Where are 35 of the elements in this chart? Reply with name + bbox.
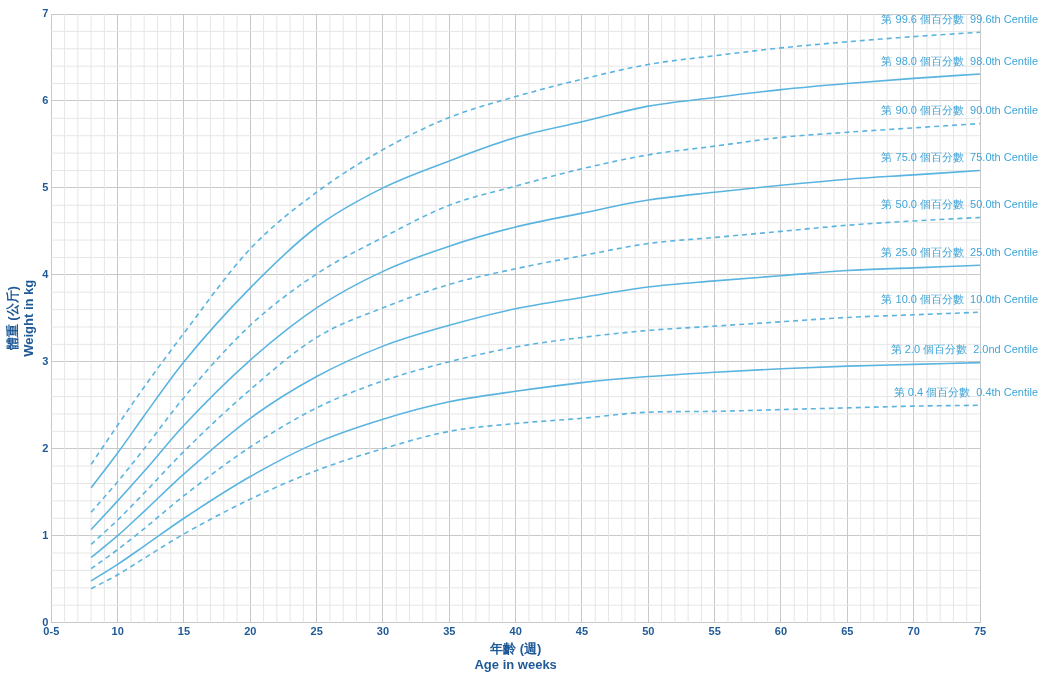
series-label: 第 0.4 個百分數 0.4th Centile (893, 385, 1038, 398)
series-label: 第 99.6 個百分數 99.6th Centile (881, 12, 1038, 25)
x-tick-label: 10 (111, 625, 124, 638)
y-tick-label: 2 (42, 441, 49, 454)
series-label: 第 90.0 個百分數 90.0th Centile (881, 104, 1038, 117)
x-tick-label: 45 (575, 625, 589, 638)
line-series (90, 404, 980, 590)
y-tick-label: 6 (42, 93, 49, 106)
y-tick-label: 1 (42, 528, 49, 541)
series-label: 第 50.0 個百分數 50.0th Centile (881, 197, 1038, 210)
x-tick-label: 20 (244, 625, 257, 638)
y-tick-label: 4 (42, 267, 50, 280)
x-tick-label: 75 (973, 625, 987, 638)
x-tick-label: 70 (907, 625, 920, 638)
x-tick-label: 55 (708, 625, 721, 638)
y-tick-label: 7 (42, 7, 49, 20)
x-tick-label: 65 (841, 625, 854, 638)
series-label: 第 98.0 個百分數 98.0th Centile (881, 54, 1038, 67)
series-label: 第 10.0 個百分數 10.0th Centile (881, 292, 1038, 305)
x-tick-label: 40 (509, 625, 522, 638)
y-tick-label: 0 (42, 615, 49, 628)
x-tick-label: 30 (376, 625, 390, 638)
series-label: 第 25.0 個百分數 25.0th Centile (881, 245, 1038, 258)
x-axis-title: 年齡 (週) Age in weeks (474, 641, 557, 672)
x-tick-label: 50 (642, 625, 655, 638)
x-tick-label: 35 (443, 625, 456, 638)
y-axis-title: 體重 (公斤) Weight in kg (5, 279, 36, 357)
y-tick-label: 3 (42, 354, 49, 367)
series-label: 第 2.0 個百分數 2.0nd Centile (890, 343, 1038, 356)
x-tick-label: 25 (310, 625, 323, 638)
x-tick-label: 0-5 (43, 625, 60, 638)
x-tick-label: 60 (774, 625, 788, 638)
y-tick-label: 5 (42, 180, 49, 193)
series-label: 第 75.0 個百分數 75.0th Centile (881, 151, 1038, 164)
x-tick-label: 15 (177, 625, 191, 638)
